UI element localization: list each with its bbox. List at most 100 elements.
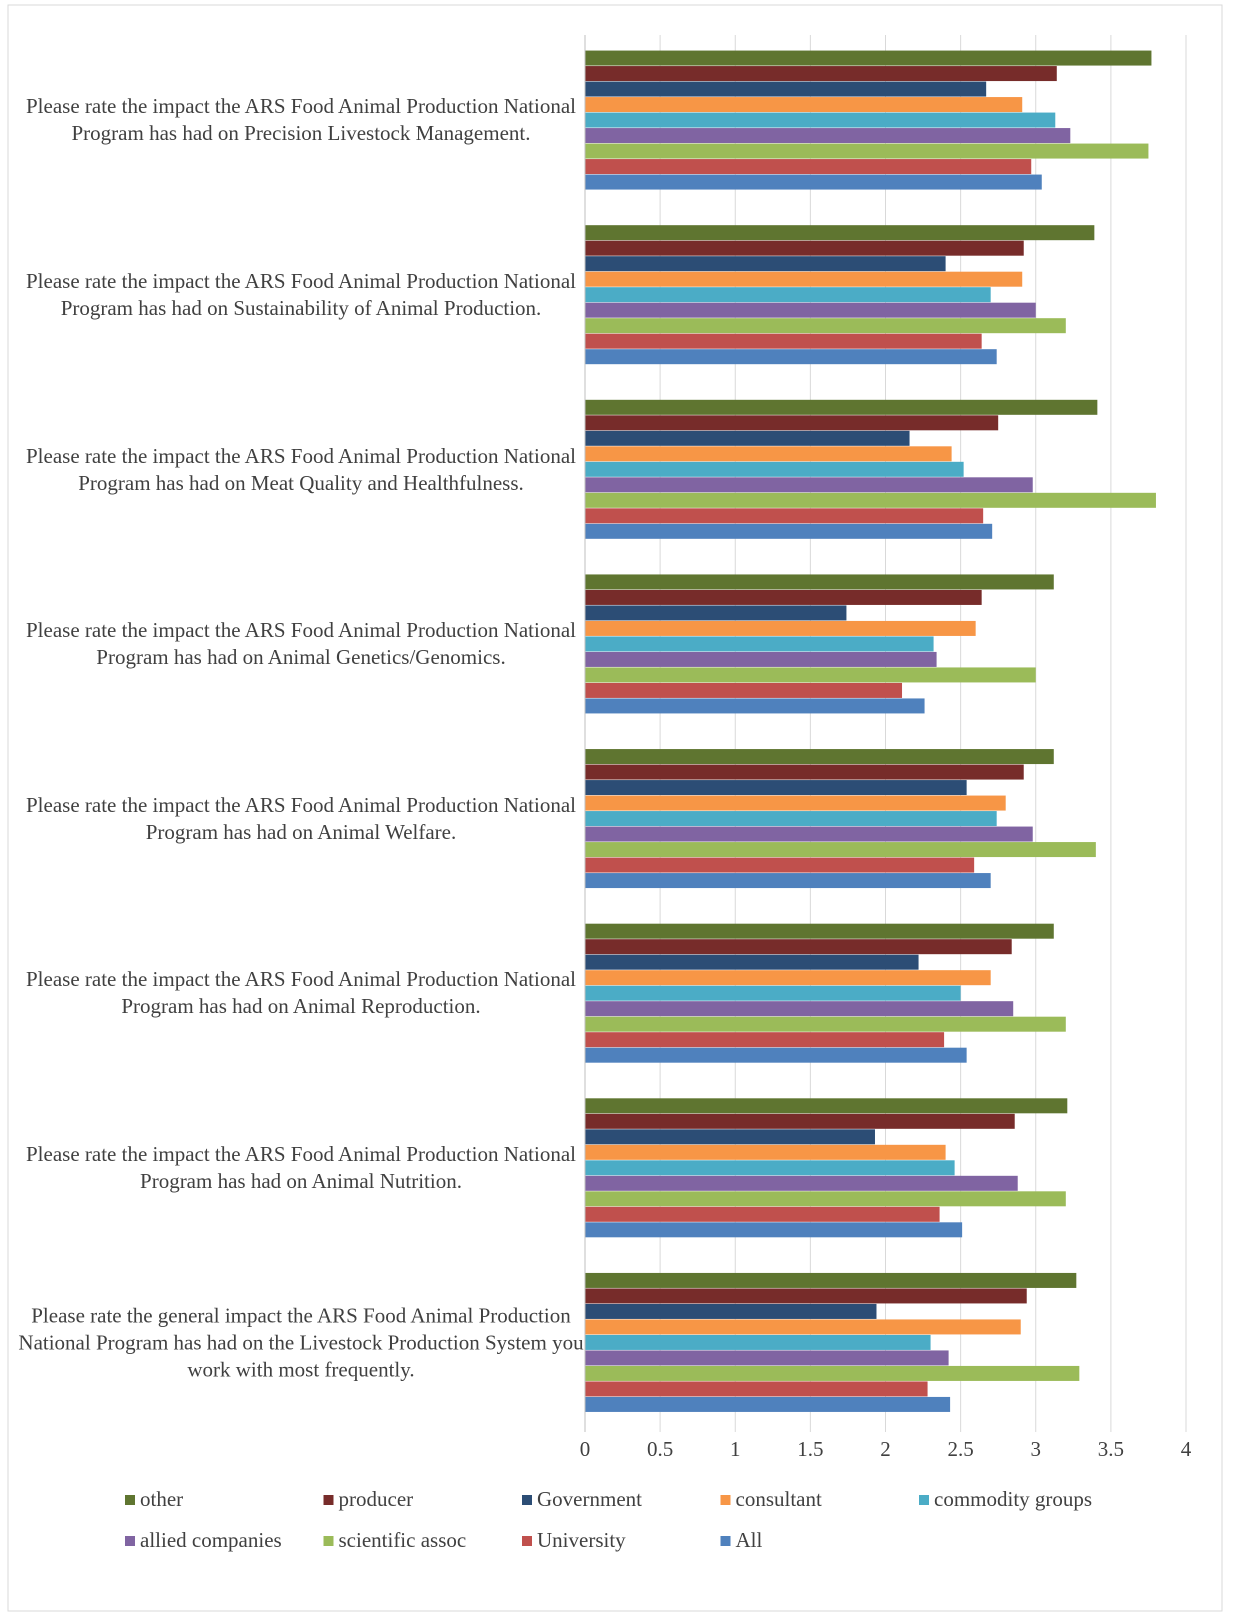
legend-label: Government [537, 1487, 642, 1511]
bar [585, 1098, 1068, 1114]
bar [585, 1047, 967, 1063]
bar [585, 1144, 946, 1160]
bar [585, 1160, 955, 1176]
bar [585, 1001, 1014, 1017]
bar [585, 923, 1054, 939]
bar [585, 811, 997, 827]
chart-frame [7, 4, 1223, 1612]
legend-label: allied companies [140, 1528, 282, 1552]
bar [585, 1319, 1021, 1335]
bar [585, 795, 1006, 811]
bar [585, 256, 946, 272]
legend-swatch [323, 1536, 334, 1546]
bar [585, 461, 964, 477]
bar [585, 842, 1096, 858]
bar [585, 1303, 877, 1319]
bar [585, 1288, 1027, 1304]
bar [585, 81, 987, 97]
bar [585, 1129, 875, 1145]
bar [585, 399, 1098, 415]
category-label: Please rate the impact the ARS Food Anim… [26, 94, 576, 146]
legend-swatch [522, 1536, 532, 1546]
bar [585, 1381, 928, 1397]
bar [585, 574, 1054, 590]
legend-swatch [720, 1536, 731, 1546]
legend-label: commodity groups [934, 1487, 1092, 1511]
bar [585, 271, 1023, 287]
bar [585, 318, 1066, 334]
bar [585, 143, 1149, 159]
category-label: Please rate the impact the ARS Food Anim… [26, 268, 576, 320]
bar [585, 764, 1024, 780]
bar [585, 873, 991, 889]
legend-label: All [736, 1528, 763, 1552]
x-tick-label: 1.5 [797, 1437, 823, 1461]
legend-swatch [919, 1495, 929, 1505]
bar [585, 1032, 945, 1048]
bar [585, 1206, 940, 1222]
bar [585, 985, 961, 1001]
bar [585, 857, 975, 873]
bar [585, 159, 1032, 175]
bar [585, 1365, 1080, 1381]
x-tick-label: 1 [730, 1437, 741, 1461]
legend-swatch [125, 1536, 135, 1546]
x-tick-label: 2 [880, 1437, 891, 1461]
bar [585, 174, 1042, 190]
bar [585, 682, 903, 698]
bar [585, 651, 937, 667]
bar [585, 954, 919, 970]
bar [585, 1350, 949, 1366]
bar [585, 620, 976, 636]
category-label: Please rate the impact the ARS Food Anim… [26, 1142, 576, 1194]
x-tick-label: 0.5 [647, 1437, 673, 1461]
bar [585, 749, 1054, 765]
bar [585, 970, 991, 986]
legend-label: other [140, 1487, 183, 1511]
bar [585, 1396, 951, 1412]
bar [585, 1016, 1066, 1032]
bar [585, 66, 1057, 82]
bar [585, 349, 997, 365]
bar [585, 1334, 931, 1350]
bar [585, 225, 1095, 241]
bar [585, 508, 984, 524]
x-tick-label: 0 [580, 1437, 591, 1461]
bar [585, 492, 1156, 508]
category-label: Please rate the impact the ARS Food Anim… [26, 443, 576, 495]
bar [585, 302, 1036, 318]
bar [585, 430, 910, 446]
bar [585, 240, 1024, 256]
legend-label: consultant [736, 1487, 822, 1511]
x-tick-label: 2.5 [948, 1437, 974, 1461]
category-label: Please rate the impact the ARS Food Anim… [26, 618, 576, 670]
bar [585, 826, 1033, 842]
bar [585, 1272, 1077, 1288]
bar [585, 333, 982, 349]
category-label: Please rate the general impact the ARS F… [18, 1303, 584, 1382]
bar [585, 1175, 1018, 1191]
bar [585, 50, 1152, 66]
bar [585, 128, 1071, 144]
x-tick-label: 4 [1181, 1437, 1192, 1461]
x-tick-label: 3.5 [1098, 1437, 1124, 1461]
x-tick-label: 3 [1031, 1437, 1042, 1461]
bar [585, 698, 925, 714]
bar [585, 589, 982, 605]
bar [585, 477, 1033, 493]
legend-swatch [522, 1495, 532, 1505]
bar [585, 1113, 1015, 1129]
legend-swatch [125, 1495, 135, 1505]
bar [585, 97, 1023, 113]
bar [585, 939, 1012, 955]
category-label: Please rate the impact the ARS Food Anim… [26, 792, 576, 844]
category-label: Please rate the impact the ARS Food Anim… [26, 967, 576, 1019]
legend-label: scientific assoc [339, 1528, 467, 1552]
bar [585, 287, 991, 303]
bar [585, 636, 934, 652]
bar [585, 112, 1056, 128]
legend-swatch [323, 1495, 334, 1505]
bar [585, 605, 847, 621]
